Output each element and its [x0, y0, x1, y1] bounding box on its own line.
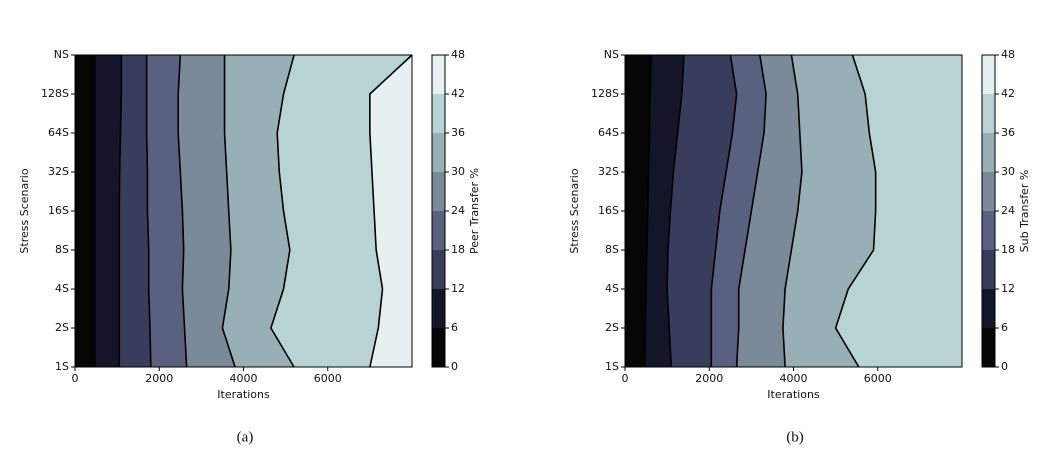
colorbar-tick-label: 24	[451, 204, 465, 217]
colorbar-tick-label: 0	[451, 360, 458, 373]
colorbar-tick-label: 48	[451, 48, 465, 61]
contour-line	[270, 54, 295, 368]
contour-line	[782, 54, 803, 368]
x-tick-label: 0	[72, 372, 79, 385]
x-tick-label: 2000	[695, 372, 723, 385]
contour-line	[735, 54, 767, 368]
colorbar-segment	[432, 94, 445, 133]
x-tick-label: 4000	[230, 372, 258, 385]
y-tick-label: 2S	[55, 321, 69, 334]
contour-line	[666, 54, 685, 368]
y-tick-label: 32S	[598, 165, 619, 178]
contour-line	[221, 55, 236, 368]
colorbar-segment	[982, 55, 995, 94]
contour-line	[834, 54, 877, 368]
x-tick-label: 6000	[314, 372, 342, 385]
x-axis-label: Iterations	[217, 388, 270, 401]
colorbar-segment	[982, 250, 995, 289]
contour-band	[74, 54, 96, 368]
y-tick-label: 4S	[605, 282, 619, 295]
colorbar-tick-label: 36	[1001, 126, 1015, 139]
contour-panel	[624, 54, 963, 368]
x-axis-label: Iterations	[767, 388, 820, 401]
colorbar-segment	[432, 250, 445, 289]
colorbar-segment	[432, 289, 445, 328]
colorbar-segment	[432, 55, 445, 94]
colorbar-tick-label: 12	[1001, 282, 1015, 295]
contour-line	[643, 54, 652, 368]
contour-panel	[74, 54, 413, 368]
colorbar-segment	[432, 172, 445, 211]
colorbar-tick-label: 6	[1001, 321, 1008, 334]
y-tick-label: 64S	[598, 126, 619, 139]
caption: (b)	[786, 429, 804, 445]
colorbar-segment	[982, 289, 995, 328]
colorbar-tick-label: 24	[1001, 204, 1015, 217]
x-tick-label: 2000	[145, 372, 173, 385]
caption: (a)	[237, 429, 254, 445]
y-axis-label: Stress Scenario	[568, 168, 581, 253]
colorbar-tick-label: 18	[451, 243, 465, 256]
y-tick-label: 128S	[591, 87, 619, 100]
colorbar-tick-label: 42	[1001, 87, 1015, 100]
colorbar-label: Sub Transfer %	[1018, 170, 1031, 253]
y-tick-label: 8S	[55, 243, 69, 256]
colorbar-segment	[432, 328, 445, 367]
contour-line	[118, 55, 123, 367]
colorbar-tick-label: 12	[451, 282, 465, 295]
y-tick-label: 1S	[55, 360, 69, 373]
colorbar-tick-label: 30	[451, 165, 465, 178]
colorbar-segment	[982, 133, 995, 172]
y-tick-label: NS	[54, 48, 69, 61]
colorbar-segment	[982, 211, 995, 250]
colorbar-tick-label: 36	[451, 126, 465, 139]
y-tick-label: 128S	[41, 87, 69, 100]
y-tick-label: 2S	[605, 321, 619, 334]
y-axis-label: Stress Scenario	[18, 168, 31, 253]
contour-line	[369, 54, 413, 368]
colorbar-tick-label: 0	[1001, 360, 1008, 373]
y-tick-label: 1S	[605, 360, 619, 373]
colorbar-segment	[982, 328, 995, 367]
y-tick-label: 4S	[55, 282, 69, 295]
colorbar-segment	[432, 211, 445, 250]
y-tick-label: 32S	[48, 165, 69, 178]
colorbar-tick-label: 6	[451, 321, 458, 334]
colorbar-tick-label: 48	[1001, 48, 1015, 61]
contour-line	[177, 54, 188, 368]
y-tick-label: 64S	[48, 126, 69, 139]
y-tick-label: 16S	[598, 204, 619, 217]
x-tick-label: 0	[622, 372, 629, 385]
contour-line	[710, 54, 738, 367]
x-tick-label: 4000	[780, 372, 808, 385]
colorbar-segment	[982, 94, 995, 133]
y-tick-label: NS	[604, 48, 619, 61]
y-tick-label: 8S	[605, 243, 619, 256]
contour-band	[94, 54, 122, 368]
colorbar-segment	[432, 133, 445, 172]
colorbar-tick-label: 18	[1001, 243, 1015, 256]
x-tick-label: 6000	[864, 372, 892, 385]
colorbar-label: Peer Transfer %	[468, 168, 481, 254]
y-tick-label: 16S	[48, 204, 69, 217]
colorbar-segment	[982, 172, 995, 211]
contour-line	[145, 55, 152, 368]
colorbar-tick-label: 30	[1001, 165, 1015, 178]
colorbar-tick-label: 42	[451, 87, 465, 100]
